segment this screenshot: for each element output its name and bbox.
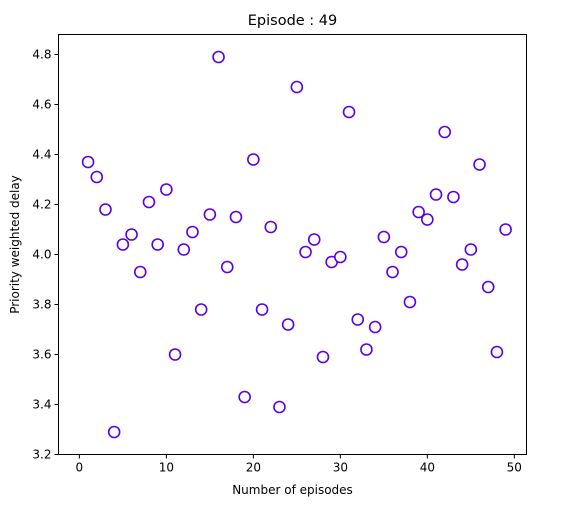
data-point — [194, 303, 208, 316]
chart-title: Episode : 49 — [248, 13, 338, 29]
data-point — [316, 350, 330, 364]
data-point — [81, 155, 95, 169]
data-point — [368, 320, 382, 334]
y-axis-label: Priority weighted delay — [8, 175, 22, 314]
data-point — [429, 188, 443, 201]
x-tick-label: 40 — [420, 461, 435, 475]
y-tick-label: 4.2 — [32, 198, 51, 212]
data-point — [168, 348, 182, 361]
data-point — [455, 258, 469, 271]
y-axis: 3.2 3.4 3.6 3.8 4.0 4.2 4.4 4.6 4.8 — [32, 48, 59, 462]
data-point — [351, 313, 365, 326]
data-point — [247, 153, 260, 166]
data-point — [255, 303, 269, 316]
data-point — [307, 233, 321, 246]
data-point — [177, 243, 191, 256]
data-point — [281, 318, 295, 331]
data-point — [99, 203, 112, 216]
data-point — [212, 50, 225, 64]
data-point — [186, 225, 199, 239]
data-point — [377, 230, 391, 244]
data-point — [499, 223, 512, 236]
data-point — [290, 80, 304, 94]
x-tick-label: 10 — [159, 461, 174, 475]
data-point — [412, 205, 425, 219]
y-tick-label: 4.0 — [32, 248, 51, 262]
y-tick-label: 3.8 — [32, 298, 51, 312]
data-point — [133, 265, 147, 279]
data-point — [403, 295, 417, 309]
x-axis-label: Number of episodes — [232, 483, 353, 497]
data-point — [220, 260, 234, 274]
data-point — [142, 195, 156, 209]
data-point — [264, 220, 278, 234]
data-point — [447, 190, 460, 204]
data-point — [342, 105, 356, 119]
data-point — [203, 208, 217, 221]
x-tick-label: 30 — [333, 461, 348, 475]
data-point — [481, 280, 495, 294]
data-point — [464, 243, 478, 256]
data-point — [116, 238, 130, 251]
x-axis: 0 10 20 30 40 50 — [76, 454, 522, 475]
data-point — [107, 425, 121, 439]
data-point — [473, 158, 486, 171]
data-point — [334, 250, 347, 264]
data-point — [299, 245, 312, 259]
y-tick-label: 3.6 — [32, 348, 51, 362]
y-tick-label: 4.6 — [32, 98, 51, 112]
x-tick-label: 20 — [246, 461, 261, 475]
x-tick-label: 0 — [76, 461, 84, 475]
y-tick-label: 4.8 — [32, 48, 51, 62]
x-tick-label: 50 — [507, 461, 522, 475]
y-tick-label: 3.2 — [32, 448, 51, 462]
data-point — [360, 343, 373, 356]
data-point — [160, 183, 173, 196]
data-point — [151, 238, 164, 251]
data-point — [438, 125, 452, 139]
plot-frame — [58, 34, 527, 455]
data-point — [394, 245, 408, 259]
y-tick-label: 3.4 — [32, 398, 51, 412]
data-point — [238, 390, 251, 404]
data-point — [421, 213, 434, 226]
data-points — [81, 50, 512, 439]
data-point — [229, 210, 243, 224]
data-point — [386, 265, 399, 279]
y-tick-label: 4.4 — [32, 148, 51, 162]
data-point — [273, 400, 286, 414]
data-point — [125, 228, 138, 241]
data-point — [90, 170, 104, 184]
data-point — [490, 345, 504, 359]
